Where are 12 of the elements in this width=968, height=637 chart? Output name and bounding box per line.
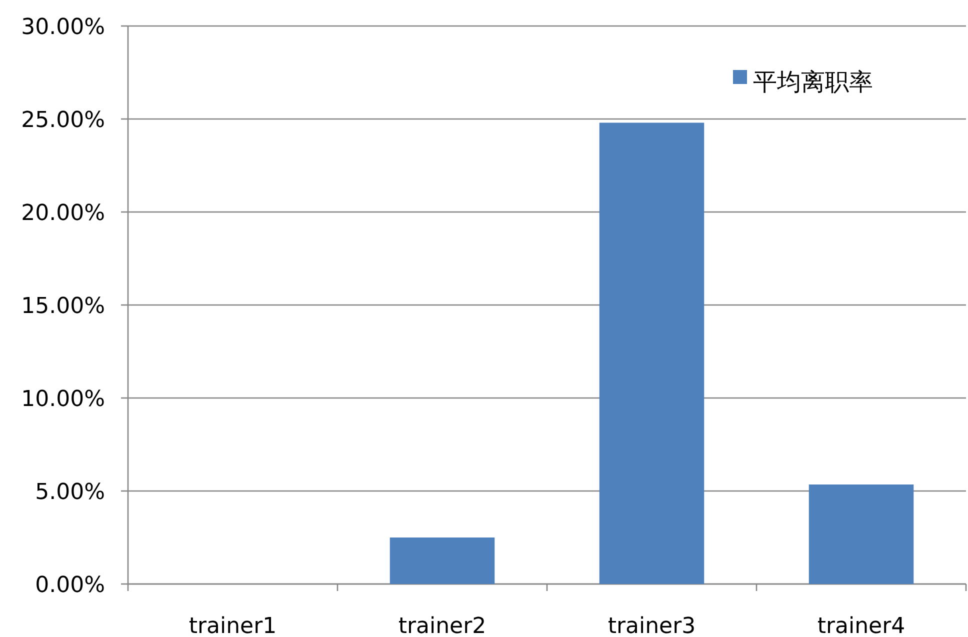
y-tick-label: 30.00% [21,15,105,40]
x-tick-label: trainer1 [188,614,277,637]
y-tick-label: 20.00% [21,201,105,226]
x-tick-label: trainer2 [398,614,486,637]
y-tick-label: 25.00% [21,108,105,133]
y-tick-label: 10.00% [21,387,105,412]
y-tick-label: 0.00% [35,573,105,598]
y-tick-label: 5.00% [35,480,105,505]
y-tick-label: 15.00% [21,294,105,319]
x-tick-label: trainer4 [817,614,906,637]
x-tick-label: trainer3 [608,614,696,637]
legend-label: 平均离职率 [753,68,873,96]
